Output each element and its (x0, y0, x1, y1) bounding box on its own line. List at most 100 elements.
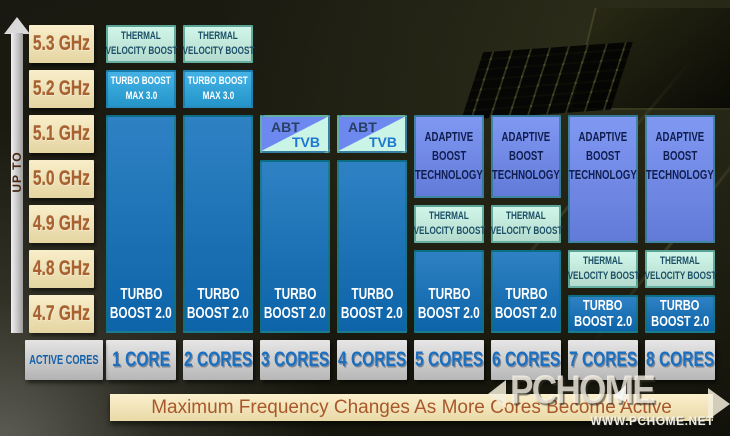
abt-tvb-split-block: ABT TVB (337, 115, 407, 153)
tvb-label: TVB (369, 134, 397, 150)
block-label: BOOST (508, 147, 544, 163)
block-label: 4.8 GHz (32, 257, 91, 280)
block-label: 3 CORES (260, 348, 330, 371)
freq-tick: 4.7 GHz (29, 295, 94, 333)
block-label: 2 CORES (183, 348, 253, 371)
caption-banner: Maximum Frequency Changes As More Cores … (110, 394, 713, 421)
adaptive-boost-block: ADAPTIVE BOOST TECHNOLOGY (568, 115, 638, 243)
core-count-label: 6 CORES (491, 340, 561, 380)
block-label: TURBO (119, 286, 163, 304)
block-label: 4.9 GHz (32, 212, 91, 235)
freq-tick: 4.9 GHz (29, 205, 94, 243)
block-label: 8 CORES (645, 348, 715, 371)
block-label: BOOST 2.0 (574, 313, 633, 330)
adaptive-boost-block: ADAPTIVE BOOST TECHNOLOGY (414, 115, 484, 198)
turbo-boost-2-block: TURBO BOOST 2.0 (414, 250, 484, 333)
block-label: THERMAL (506, 210, 546, 223)
block-label: THERMAL (660, 255, 700, 268)
block-label: 5.1 GHz (32, 122, 91, 145)
block-label: 7 CORES (568, 348, 638, 371)
block-label: 5 CORES (414, 348, 484, 371)
block-label: VELOCITY BOOST (567, 270, 639, 282)
block-label: 1 CORE (112, 348, 170, 371)
block-label: VELOCITY BOOST (644, 270, 716, 282)
block-label: BOOST 2.0 (264, 304, 326, 322)
turbo-boost-2-block: TURBO BOOST 2.0 (337, 160, 407, 333)
block-label: BOOST 2.0 (187, 304, 249, 322)
abt-label: ABT (348, 119, 377, 135)
core-count-label: 5 CORES (414, 340, 484, 380)
tvb-label: TVB (292, 134, 320, 150)
block-label: TURBO (427, 286, 471, 304)
block-label: TURBO (660, 296, 700, 314)
core-count-label: 1 CORE (106, 340, 176, 380)
freq-tick: 5.2 GHz (29, 70, 94, 108)
block-label: 4.7 GHz (32, 302, 91, 325)
thermal-velocity-boost-block: THERMAL VELOCITY BOOST (105, 25, 177, 63)
adaptive-boost-block: ADAPTIVE BOOST TECHNOLOGY (645, 115, 715, 243)
block-label: TURBO (196, 286, 240, 304)
block-label: 4 CORES (337, 348, 407, 371)
block-label: THERMAL (429, 210, 469, 223)
turbo-boost-2-block: TURBO BOOST 2.0 (491, 250, 561, 333)
y-axis-label: UP TO (10, 151, 24, 193)
block-label: VELOCITY BOOST (105, 45, 177, 57)
block-label: ADAPTIVE (501, 129, 551, 144)
turbo-boost-2-block: TURBO BOOST 2.0 (106, 115, 176, 333)
freq-tick: 5.3 GHz (29, 25, 94, 63)
block-label: 5.3 GHz (32, 32, 91, 55)
core-count-label: 4 CORES (337, 340, 407, 380)
adaptive-boost-block: ADAPTIVE BOOST TECHNOLOGY (491, 115, 561, 198)
block-label: MAX 3.0 (202, 90, 234, 102)
block-label: MAX 3.0 (125, 90, 157, 102)
block-label: 6 CORES (491, 348, 561, 371)
block-label: TURBO (350, 286, 394, 304)
block-label: TURBO (273, 286, 317, 304)
block-label: BOOST (431, 147, 467, 163)
core-count-label: 2 CORES (183, 340, 253, 380)
block-label: TURBO (504, 286, 548, 304)
freq-tick: 5.0 GHz (29, 160, 94, 198)
up-arrow-icon (4, 17, 30, 34)
abt-tvb-split-block: ABT TVB (260, 115, 330, 153)
block-label: TURBO (583, 296, 623, 314)
turbo-boost-2-block: TURBO BOOST 2.0 (260, 160, 330, 333)
thermal-velocity-boost-block: THERMAL VELOCITY BOOST (182, 25, 254, 63)
turbo-boost-max-block: TURBO BOOST MAX 3.0 (183, 70, 253, 108)
block-label: TURBO BOOST (187, 75, 249, 88)
freq-tick: 5.1 GHz (29, 115, 94, 153)
block-label: BOOST (662, 147, 698, 163)
block-label: ADAPTIVE (578, 129, 628, 144)
block-label: VELOCITY BOOST (182, 45, 254, 57)
x-axis-label: ACTIVE CORES (25, 340, 103, 380)
block-label: THERMAL (198, 30, 238, 43)
block-label: TECHNOLOGY (646, 166, 714, 182)
block-label: VELOCITY BOOST (413, 225, 485, 237)
up-arrow-shaft (11, 33, 23, 333)
block-label: 5.2 GHz (32, 77, 91, 100)
block-label: BOOST 2.0 (110, 304, 172, 322)
block-label: TECHNOLOGY (569, 166, 637, 182)
core-count-label: 8 CORES (645, 340, 715, 380)
turbo-boost-2-block: TURBO BOOST 2.0 (183, 115, 253, 333)
block-label: THERMAL (583, 255, 623, 268)
block-label: TECHNOLOGY (415, 166, 483, 182)
turbo-boost-2-block: TURBO BOOST 2.0 (645, 295, 715, 333)
block-label: BOOST 2.0 (418, 304, 480, 322)
thermal-velocity-boost-block: THERMAL VELOCITY BOOST (567, 250, 639, 288)
block-label: VELOCITY BOOST (490, 225, 562, 237)
block-label: ADAPTIVE (424, 129, 474, 144)
thermal-velocity-boost-block: THERMAL VELOCITY BOOST (413, 205, 485, 243)
thermal-velocity-boost-block: THERMAL VELOCITY BOOST (644, 250, 716, 288)
block-label: ADAPTIVE (655, 129, 705, 144)
abt-label: ABT (271, 119, 300, 135)
block-label: BOOST (585, 147, 621, 163)
block-label: BOOST 2.0 (341, 304, 403, 322)
thermal-velocity-boost-block: THERMAL VELOCITY BOOST (490, 205, 562, 243)
turbo-boost-2-block: TURBO BOOST 2.0 (568, 295, 638, 333)
core-count-label: 3 CORES (260, 340, 330, 380)
freq-tick: 4.8 GHz (29, 250, 94, 288)
block-label: BOOST 2.0 (495, 304, 557, 322)
block-label: TECHNOLOGY (492, 166, 560, 182)
